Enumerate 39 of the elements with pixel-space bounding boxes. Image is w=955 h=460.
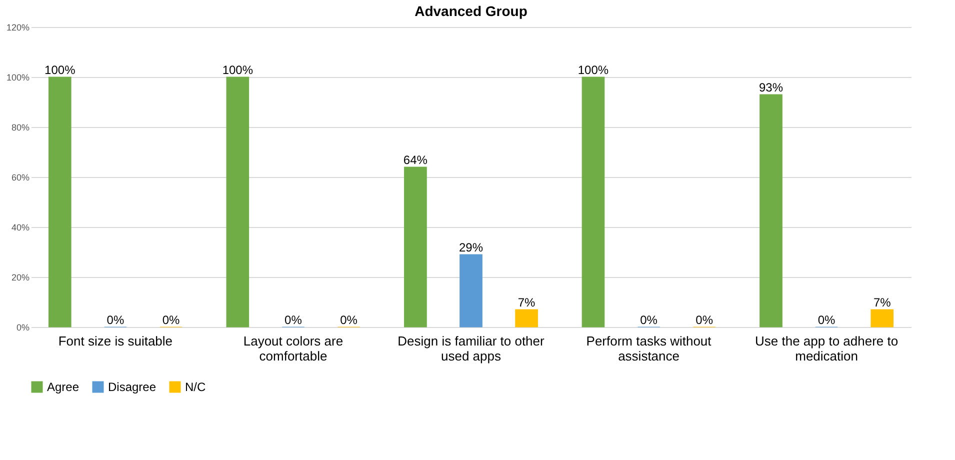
- bar: [870, 309, 894, 328]
- data-label: 0%: [818, 313, 836, 327]
- data-label: 0%: [284, 313, 302, 327]
- bar: [582, 76, 605, 328]
- y-tick-label: 80%: [11, 122, 30, 132]
- y-tick-label: 120%: [6, 22, 30, 32]
- bar: [226, 76, 250, 328]
- data-label: 0%: [696, 313, 714, 327]
- y-tick-label: 40%: [11, 222, 30, 232]
- bar: [48, 76, 72, 328]
- x-tick-label: Perform tasks without assistance: [586, 334, 712, 364]
- x-tick-label: Layout colors are comfortable: [243, 334, 344, 364]
- bar: [404, 166, 427, 328]
- chart-title: Advanced Group: [414, 3, 528, 19]
- y-tick-label: 0%: [16, 322, 30, 332]
- data-label: 64%: [403, 153, 428, 167]
- data-label: 100%: [44, 63, 76, 77]
- data-label: 0%: [162, 313, 180, 327]
- data-label: 29%: [458, 240, 484, 254]
- bar: [760, 94, 782, 328]
- legend-label: N/C: [185, 380, 206, 394]
- data-label: 0%: [340, 313, 358, 327]
- y-tick-label: 100%: [6, 72, 30, 82]
- data-label: 7%: [518, 296, 536, 310]
- bar: [515, 309, 538, 328]
- y-tick-label: 60%: [11, 172, 30, 182]
- x-tick-label: Use the app to adhere to medication: [755, 334, 898, 364]
- x-tick-label: Font size is suitable: [58, 334, 173, 348]
- data-label: 0%: [106, 313, 124, 327]
- data-label: 100%: [222, 63, 254, 77]
- data-label: 7%: [873, 296, 892, 310]
- y-tick-label: 20%: [11, 272, 30, 282]
- bar: [460, 254, 482, 328]
- legend-label: Disagree: [108, 380, 156, 394]
- x-tick-label: Design is familiar to other used apps: [398, 334, 546, 364]
- data-label: 93%: [758, 80, 784, 94]
- data-label: 100%: [578, 63, 609, 77]
- data-label: 0%: [640, 313, 658, 327]
- legend-label: Agree: [47, 380, 80, 394]
